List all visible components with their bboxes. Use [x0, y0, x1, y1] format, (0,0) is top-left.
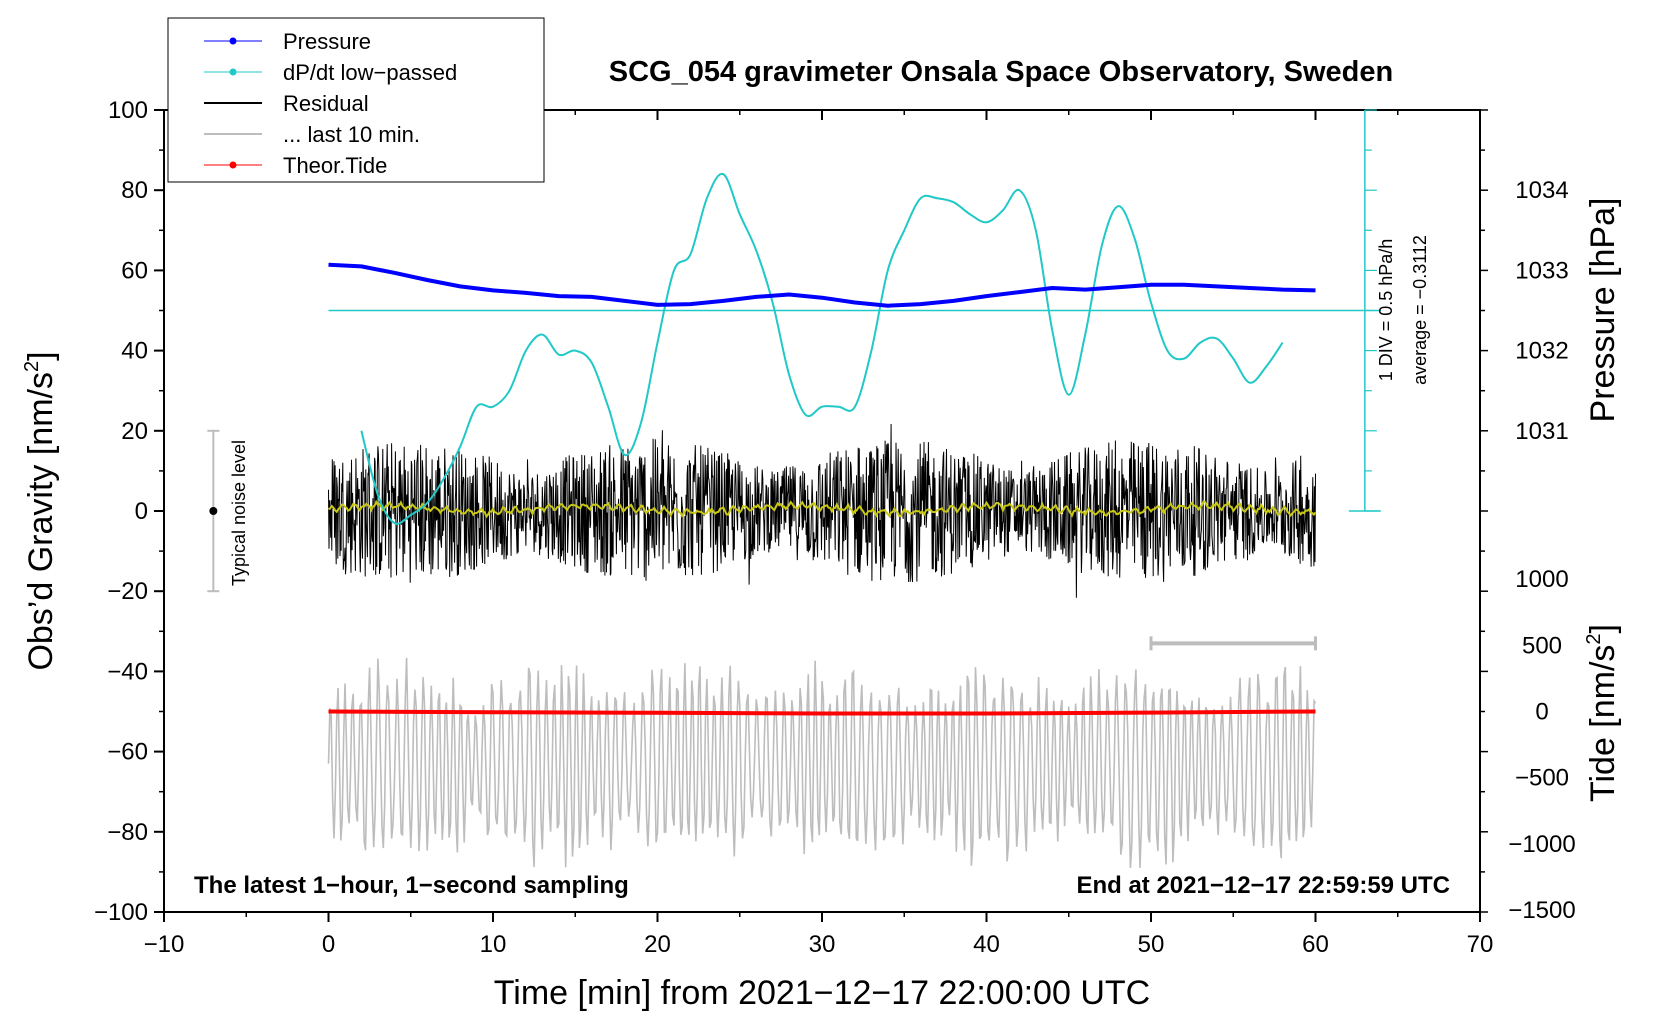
tide-tick-label: −500 — [1515, 765, 1569, 792]
chart-title: SCG_054 gravimeter Onsala Space Observat… — [609, 56, 1393, 88]
y-tick-label: −40 — [107, 658, 148, 685]
legend-swatch-dot — [229, 161, 237, 169]
y-axis-title-sup: 2 — [21, 361, 43, 372]
tide-tick-label: 1000 — [1515, 566, 1568, 593]
x-tick-label: 10 — [480, 931, 507, 958]
y-tick-label: −80 — [107, 819, 148, 846]
pressure-axis-title: Pressure [hPa] — [1584, 198, 1622, 423]
tide-tick-label: 0 — [1535, 699, 1548, 726]
y-axis-tide: 1000 500 0 −500 −1000 −1500 — [1508, 566, 1575, 924]
y-tick-label: 40 — [121, 338, 148, 365]
tide-tick-label: 500 — [1522, 632, 1562, 659]
tide-axis-title-sup: 2 — [1583, 633, 1605, 644]
legend-label: ... last 10 min. — [283, 122, 420, 147]
x-axis: −10 0 10 20 30 40 50 60 70 — [144, 110, 1494, 958]
x-tick-label: 20 — [644, 931, 671, 958]
x-axis-title: Time [min] from 2021−12−17 22:00:00 UTC — [494, 974, 1150, 1012]
y-axis-title-suffix: ] — [22, 351, 60, 360]
series-pressure-line — [328, 262, 1316, 308]
y-axis-gravity: 100 80 60 40 20 0 −20 −40 −60 −80 −100 — [94, 97, 1488, 926]
pressure-tick-label: 1034 — [1515, 177, 1568, 204]
tide-tick-label: −1500 — [1508, 897, 1575, 924]
y-axis-pressure: 1031 1032 1033 1034 — [1515, 177, 1568, 445]
y-axis-title-prefix: Obs’d Gravity [nm/s — [22, 372, 60, 671]
x-tick-label: 50 — [1138, 931, 1165, 958]
x-tick-label: 0 — [322, 931, 335, 958]
tide-tick-label: −1000 — [1508, 831, 1575, 858]
dpdt-average-label: average = −0.3112 — [1410, 235, 1430, 385]
x-tick-label: 60 — [1302, 931, 1329, 958]
series-dpdt-line — [360, 172, 1284, 525]
noise-bar-dot — [209, 507, 218, 515]
legend: Pressure dP/dt low−passed Residual ... last… — [167, 17, 545, 183]
pressure-tick-label: 1031 — [1515, 418, 1568, 445]
series-layer — [207, 172, 1381, 868]
legend-label: Theor.Tide — [283, 153, 387, 178]
noise-level-label: Typical noise level — [229, 440, 249, 586]
x-tick-label: −10 — [144, 931, 185, 958]
legend-label: Residual — [283, 91, 369, 116]
legend-label: dP/dt low−passed — [283, 60, 457, 85]
y-tick-label: −100 — [94, 899, 148, 926]
x-tick-label: 30 — [809, 931, 836, 958]
footer-right-label: End at 2021−12−17 22:59:59 UTC — [1076, 872, 1450, 899]
x-tick-label: 70 — [1467, 931, 1494, 958]
series-last10-line — [327, 657, 1317, 868]
y-tick-label: 100 — [108, 97, 148, 124]
legend-swatch-dot — [229, 68, 237, 76]
footer-left-label: The latest 1−hour, 1−second sampling — [194, 872, 629, 899]
dpdt-div-label: 1 DIV = 0.5 hPa/h — [1376, 239, 1396, 382]
series-residual-smoothed-line — [328, 499, 1317, 519]
y-tick-label: −20 — [107, 578, 148, 605]
x-tick-label: 40 — [973, 931, 1000, 958]
legend-label: Pressure — [283, 29, 371, 54]
legend-box — [167, 17, 545, 183]
series-residual-line — [328, 423, 1316, 598]
y-tick-label: 20 — [121, 418, 148, 445]
pressure-tick-label: 1032 — [1515, 338, 1568, 365]
tide-axis-title-suffix: ] — [1584, 624, 1622, 633]
y-axis-title: Obs’d Gravity [nm/s2] — [21, 351, 60, 670]
tide-axis-title-prefix: Tide [nm/s — [1584, 645, 1622, 802]
legend-swatch-dot — [229, 37, 237, 45]
series-tide-line — [328, 709, 1316, 716]
y-tick-label: 60 — [121, 257, 148, 284]
y-tick-label: 0 — [135, 498, 148, 525]
tide-axis-title: Tide [nm/s2] — [1583, 624, 1622, 802]
y-tick-label: 80 — [121, 177, 148, 204]
y-tick-label: −60 — [107, 739, 148, 766]
pressure-tick-label: 1033 — [1515, 257, 1568, 284]
